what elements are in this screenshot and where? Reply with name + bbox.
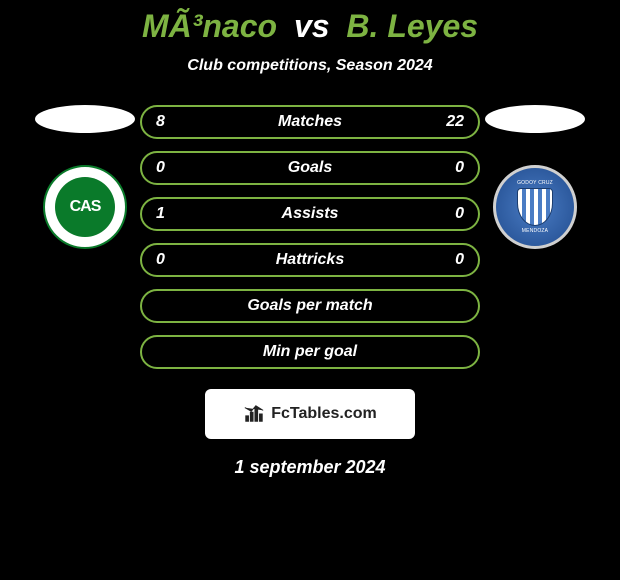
- right-team-badge: GODOY CRUZ MENDOZA: [493, 165, 577, 249]
- stat-value-right: 22: [436, 113, 464, 131]
- stat-label: Goals per match: [156, 297, 464, 315]
- shield-icon: [517, 188, 553, 226]
- stat-label: Assists: [184, 205, 436, 223]
- stat-value-left: 8: [156, 113, 184, 131]
- right-side: GODOY CRUZ MENDOZA: [480, 105, 590, 249]
- date-label: 1 september 2024: [0, 457, 620, 478]
- player2-name: B. Leyes: [346, 8, 478, 44]
- left-team-badge: CAS: [43, 165, 127, 249]
- right-badge-inner: GODOY CRUZ MENDOZA: [508, 180, 562, 234]
- brand-text: FcTables.com: [271, 405, 377, 423]
- stat-row-hattricks: 0 Hattricks 0: [140, 243, 480, 277]
- stat-label: Hattricks: [184, 251, 436, 269]
- chart-icon: [243, 403, 265, 425]
- stat-row-goals: 0 Goals 0: [140, 151, 480, 185]
- stat-row-matches: 8 Matches 22: [140, 105, 480, 139]
- subtitle: Club competitions, Season 2024: [0, 57, 620, 75]
- player1-name: MÃ³naco: [142, 8, 277, 44]
- left-side: CAS: [30, 105, 140, 249]
- right-badge-top-text: GODOY CRUZ: [517, 180, 553, 186]
- main-content: CAS 8 Matches 22 0 Goals 0 1 Assists 0 0…: [0, 105, 620, 439]
- stat-label: Goals: [184, 159, 436, 177]
- stats-column: 8 Matches 22 0 Goals 0 1 Assists 0 0 Hat…: [140, 105, 480, 439]
- stat-row-assists: 1 Assists 0: [140, 197, 480, 231]
- right-shadow-ellipse: [485, 105, 585, 133]
- stat-value-left: 1: [156, 205, 184, 223]
- brand-card[interactable]: FcTables.com: [205, 389, 415, 439]
- stat-value-right: 0: [436, 159, 464, 177]
- stat-label: Matches: [184, 113, 436, 131]
- stat-row-min-per-goal: Min per goal: [140, 335, 480, 369]
- left-badge-text: CAS: [55, 177, 115, 237]
- right-badge-bottom-text: MENDOZA: [522, 228, 548, 234]
- vs-label: vs: [294, 8, 330, 44]
- stat-row-goals-per-match: Goals per match: [140, 289, 480, 323]
- stat-value-left: 0: [156, 159, 184, 177]
- stat-value-right: 0: [436, 205, 464, 223]
- page-title: MÃ³naco vs B. Leyes: [0, 0, 620, 45]
- left-shadow-ellipse: [35, 105, 135, 133]
- stat-value-left: 0: [156, 251, 184, 269]
- stat-value-right: 0: [436, 251, 464, 269]
- stat-label: Min per goal: [156, 343, 464, 361]
